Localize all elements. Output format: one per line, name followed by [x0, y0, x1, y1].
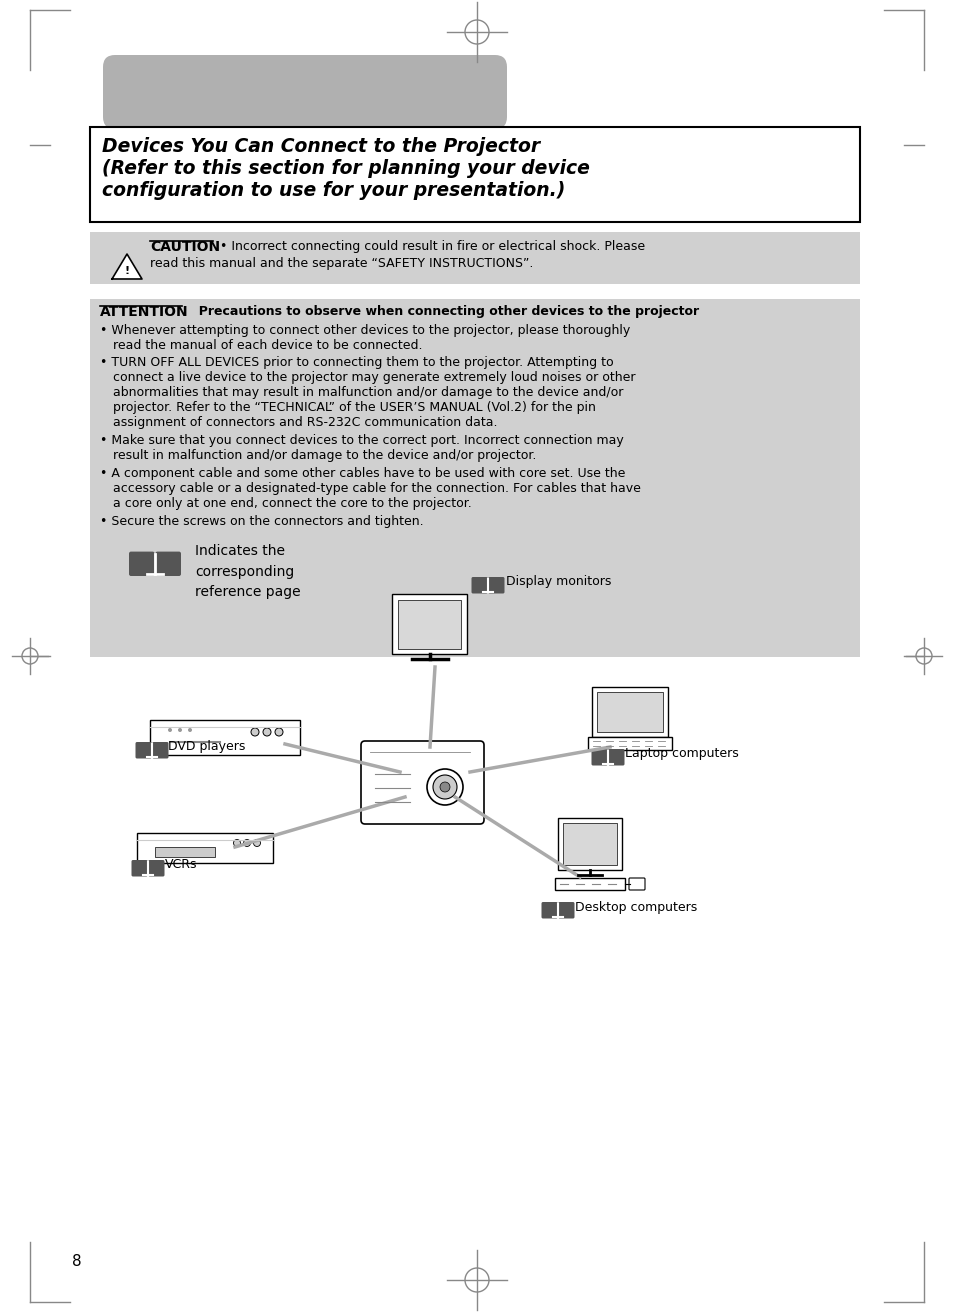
- FancyBboxPatch shape: [154, 848, 214, 857]
- Circle shape: [274, 728, 283, 736]
- Circle shape: [233, 840, 240, 846]
- Text: connect a live device to the projector may generate extremely loud noises or oth: connect a live device to the projector m…: [112, 371, 635, 384]
- FancyBboxPatch shape: [135, 743, 152, 758]
- Text: CAUTION: CAUTION: [150, 240, 220, 255]
- Circle shape: [243, 840, 251, 846]
- FancyBboxPatch shape: [608, 749, 624, 765]
- Text: assignment of connectors and RS-232C communication data.: assignment of connectors and RS-232C com…: [112, 416, 497, 429]
- Text: accessory cable or a designated-type cable for the connection. For cables that h: accessory cable or a designated-type cab…: [112, 482, 640, 495]
- Text: ATTENTION: ATTENTION: [100, 304, 189, 319]
- FancyBboxPatch shape: [562, 823, 617, 865]
- Text: read this manual and the separate “SAFETY INSTRUCTIONS”.: read this manual and the separate “SAFET…: [150, 257, 533, 270]
- FancyBboxPatch shape: [150, 720, 299, 754]
- Text: (Refer to this section for planning your device: (Refer to this section for planning your…: [102, 159, 589, 178]
- FancyBboxPatch shape: [587, 737, 671, 750]
- Text: abnormalities that may result in malfunction and/or damage to the device and/or: abnormalities that may result in malfunc…: [112, 386, 622, 399]
- Text: Display monitors: Display monitors: [505, 576, 611, 589]
- Text: 8: 8: [71, 1254, 82, 1270]
- Circle shape: [251, 728, 258, 736]
- FancyBboxPatch shape: [90, 232, 859, 283]
- FancyBboxPatch shape: [558, 903, 574, 918]
- Circle shape: [439, 782, 450, 792]
- Text: • Secure the screws on the connectors and tighten.: • Secure the screws on the connectors an…: [100, 516, 423, 527]
- Circle shape: [168, 728, 172, 732]
- FancyBboxPatch shape: [555, 878, 624, 890]
- Text: Devices You Can Connect to the Projector: Devices You Can Connect to the Projector: [102, 136, 539, 156]
- Text: result in malfunction and/or damage to the device and/or projector.: result in malfunction and/or damage to t…: [112, 449, 536, 462]
- Circle shape: [188, 728, 192, 732]
- FancyBboxPatch shape: [90, 299, 859, 657]
- FancyBboxPatch shape: [103, 55, 506, 129]
- Circle shape: [433, 775, 456, 799]
- FancyBboxPatch shape: [129, 551, 154, 576]
- FancyBboxPatch shape: [90, 127, 859, 222]
- Text: Precautions to observe when connecting other devices to the projector: Precautions to observe when connecting o…: [190, 304, 699, 318]
- FancyBboxPatch shape: [541, 903, 558, 918]
- Text: Indicates the
corresponding
reference page: Indicates the corresponding reference pa…: [194, 544, 300, 600]
- Text: Laptop computers: Laptop computers: [624, 748, 738, 761]
- FancyBboxPatch shape: [597, 691, 662, 732]
- FancyBboxPatch shape: [471, 577, 487, 593]
- FancyBboxPatch shape: [152, 743, 169, 758]
- Circle shape: [253, 840, 260, 846]
- Circle shape: [263, 728, 271, 736]
- Text: VCRs: VCRs: [165, 858, 197, 871]
- Text: configuration to use for your presentation.): configuration to use for your presentati…: [102, 181, 565, 199]
- FancyBboxPatch shape: [397, 600, 460, 649]
- Text: • Incorrect connecting could result in fire or electrical shock. Please: • Incorrect connecting could result in f…: [220, 240, 644, 253]
- FancyBboxPatch shape: [132, 859, 148, 876]
- Text: • Whenever attempting to connect other devices to the projector, please thorough: • Whenever attempting to connect other d…: [100, 324, 630, 337]
- FancyBboxPatch shape: [488, 577, 504, 593]
- Text: !: !: [124, 266, 130, 276]
- Text: a core only at one end, connect the core to the projector.: a core only at one end, connect the core…: [112, 497, 471, 510]
- Circle shape: [178, 728, 182, 732]
- FancyBboxPatch shape: [592, 687, 667, 737]
- Polygon shape: [112, 255, 142, 279]
- FancyBboxPatch shape: [360, 741, 483, 824]
- Circle shape: [427, 769, 462, 806]
- Text: projector. Refer to the “TECHNICAL” of the USER’S MANUAL (Vol.2) for the pin: projector. Refer to the “TECHNICAL” of t…: [112, 401, 596, 415]
- FancyBboxPatch shape: [591, 749, 607, 765]
- FancyBboxPatch shape: [392, 594, 467, 653]
- Text: • TURN OFF ALL DEVICES prior to connecting them to the projector. Attempting to: • TURN OFF ALL DEVICES prior to connecti…: [100, 356, 613, 369]
- Text: Desktop computers: Desktop computers: [575, 900, 697, 913]
- FancyBboxPatch shape: [155, 551, 181, 576]
- FancyBboxPatch shape: [148, 859, 164, 876]
- FancyBboxPatch shape: [558, 817, 621, 870]
- FancyBboxPatch shape: [628, 878, 644, 890]
- FancyBboxPatch shape: [137, 833, 273, 863]
- Text: • A component cable and some other cables have to be used with core set. Use the: • A component cable and some other cable…: [100, 467, 625, 480]
- Text: read the manual of each device to be connected.: read the manual of each device to be con…: [112, 338, 422, 352]
- Text: • Make sure that you connect devices to the correct port. Incorrect connection m: • Make sure that you connect devices to …: [100, 434, 623, 447]
- Text: DVD players: DVD players: [168, 740, 245, 753]
